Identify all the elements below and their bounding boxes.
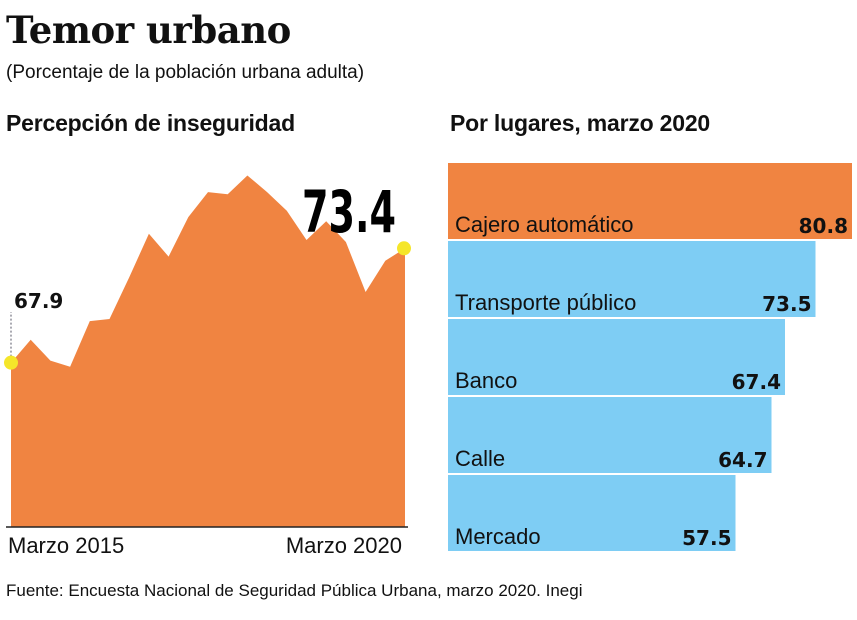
start-value-label: 67.9 [14,289,63,313]
bar-value-label: 67.4 [732,370,781,394]
source-note: Fuente: Encuesta Nacional de Seguridad P… [6,581,583,600]
bar-category-label: Calle [455,446,505,471]
bar-category-label: Transporte público [455,290,636,315]
x-tick-label-start: Marzo 2015 [8,533,124,558]
bar-value-label: 64.7 [718,448,767,472]
bar-chart-title: Por lugares, marzo 2020 [450,110,711,136]
chart-subtitle: (Porcentaje de la población urbana adult… [6,62,365,83]
bar [448,475,736,551]
bar-category-label: Banco [455,368,517,393]
end-point-marker [397,241,411,256]
bar [448,397,772,473]
bar-chart: Cajero automático 80.8 Transporte público 7… [448,163,852,551]
chart-title: Temor urbano [6,8,291,52]
area-series [11,175,405,527]
end-value-label: 73.4 [302,178,396,246]
x-tick-label-end: Marzo 2020 [286,533,402,558]
area-chart [4,175,411,528]
bar [448,319,785,395]
bar-category-label: Cajero automático [455,212,634,237]
bar-value-label: 73.5 [762,292,811,316]
bar [448,163,852,239]
bar-value-label: 57.5 [682,526,731,550]
bar-category-label: Mercado [455,524,541,549]
bar [448,241,816,317]
start-point-marker [4,355,18,370]
bar-value-label: 80.8 [799,214,848,238]
area-chart-title: Percepción de inseguridad [6,110,295,136]
